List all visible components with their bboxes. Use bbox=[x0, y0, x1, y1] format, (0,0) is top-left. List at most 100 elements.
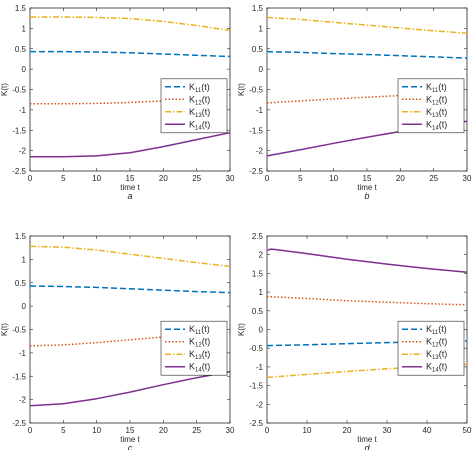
legend-label: K13(t) bbox=[189, 107, 210, 119]
x-tick-label: 30 bbox=[463, 174, 472, 183]
x-tick-label: 25 bbox=[192, 426, 201, 435]
legend: K11(t)K12(t)K13(t)K14(t) bbox=[160, 320, 228, 376]
y-tick-label: -2.5 bbox=[12, 167, 26, 176]
x-tick-label: 30 bbox=[226, 174, 235, 183]
x-tick-label: 5 bbox=[61, 174, 66, 183]
legend-label: K11(t) bbox=[189, 324, 210, 336]
y-tick-label: 0 bbox=[22, 65, 27, 74]
series-line-K13(t) bbox=[266, 363, 468, 379]
y-tick-label: -2.5 bbox=[249, 419, 263, 428]
x-tick-label: 50 bbox=[463, 426, 472, 435]
y-tick-label: -2 bbox=[19, 396, 27, 405]
legend-label: K13(t) bbox=[426, 107, 447, 119]
x-tick-label: 30 bbox=[383, 426, 392, 435]
y-tick-label: 2.5 bbox=[252, 232, 264, 241]
legend: K11(t)K12(t)K13(t)K14(t) bbox=[397, 320, 465, 376]
y-tick-label: 1 bbox=[259, 24, 264, 33]
x-tick-label: 25 bbox=[429, 174, 438, 183]
y-tick-label: -1 bbox=[19, 349, 27, 358]
x-tick-label: 5 bbox=[61, 426, 66, 435]
x-axis-label: time t bbox=[120, 435, 140, 444]
y-tick-label: -1 bbox=[19, 106, 27, 115]
y-tick-label: 0.5 bbox=[252, 45, 264, 54]
y-tick-label: -1.5 bbox=[249, 382, 263, 391]
x-axis-label: time t bbox=[120, 183, 140, 192]
series-line-K11(t) bbox=[30, 50, 231, 58]
x-axis-label: time t bbox=[357, 183, 377, 192]
x-tick-label: 20 bbox=[159, 174, 168, 183]
legend-label: K14(t) bbox=[189, 362, 210, 374]
legend: K11(t)K12(t)K13(t)K14(t) bbox=[397, 78, 465, 134]
y-tick-label: -0.5 bbox=[12, 86, 26, 95]
series-line-K14(t) bbox=[266, 248, 468, 274]
x-axis-label: time t bbox=[357, 435, 377, 444]
y-tick-label: 0 bbox=[259, 326, 264, 335]
panel-caption: b bbox=[364, 191, 369, 201]
y-tick-label: 1 bbox=[22, 255, 27, 264]
series-line-K11(t) bbox=[29, 285, 231, 294]
y-tick-label: 0.5 bbox=[252, 307, 264, 316]
chart-panel-d: 0 10 20 30 40 50 -2.5 -2 -1.5 -1 -0.5 0 0.5 1 1.5 2 2.5 t… bbox=[237, 232, 472, 450]
legend-label: K12(t) bbox=[189, 337, 210, 349]
chart-panel-b: 0 5 10 15 20 25 30 -2.5 -2 -1.5 -1 -0.5 0 0.5 1 1.5 time… bbox=[237, 4, 472, 201]
chart-panel-a: 0 5 10 15 20 25 30 -2.5 -2 -1.5 -1 -0.5 0 0.5 1 1.5 time… bbox=[0, 4, 235, 201]
x-tick-label: 10 bbox=[303, 426, 312, 435]
x-tick-label: 15 bbox=[126, 426, 135, 435]
legend-label: K12(t) bbox=[189, 94, 210, 106]
series-line-K13(t) bbox=[29, 245, 231, 268]
x-tick-label: 10 bbox=[92, 426, 101, 435]
legend-label: K13(t) bbox=[189, 349, 210, 361]
series-line-K14(t) bbox=[30, 131, 231, 158]
x-tick-label: 40 bbox=[423, 426, 432, 435]
legend-label: K11(t) bbox=[189, 82, 210, 94]
y-tick-label: -2.5 bbox=[249, 167, 263, 176]
legend-label: K13(t) bbox=[426, 349, 447, 361]
y-tick-label: 0 bbox=[259, 65, 264, 74]
y-tick-label: 1.5 bbox=[252, 4, 264, 13]
y-axis-label: K(t) bbox=[237, 83, 246, 96]
legend-label: K14(t) bbox=[189, 119, 210, 131]
legend-label: K12(t) bbox=[426, 94, 447, 106]
chart-panel-c: 0 5 10 15 20 25 30 -2.5 -2 -1.5 -1 -0.5 0 0.5 1 1.5 time… bbox=[0, 232, 235, 450]
x-tick-label: 20 bbox=[159, 426, 168, 435]
x-tick-label: 15 bbox=[363, 174, 372, 183]
y-tick-label: -0.5 bbox=[249, 86, 263, 95]
x-tick-label: 20 bbox=[343, 426, 352, 435]
x-tick-label: 5 bbox=[298, 174, 303, 183]
legend-box bbox=[160, 320, 228, 376]
y-axis-label: K(t) bbox=[237, 323, 246, 336]
x-tick-label: 10 bbox=[92, 174, 101, 183]
legend-label: K12(t) bbox=[426, 337, 447, 349]
panel-caption: a bbox=[127, 191, 132, 201]
panel-caption: d bbox=[364, 443, 370, 450]
y-tick-label: -2 bbox=[256, 147, 264, 156]
panel-caption: c bbox=[128, 443, 133, 450]
x-tick-label: 0 bbox=[265, 174, 270, 183]
legend-label: K14(t) bbox=[426, 119, 447, 131]
y-tick-label: -1.5 bbox=[12, 126, 26, 135]
y-tick-label: -2 bbox=[256, 400, 264, 409]
y-axis-label: K(t) bbox=[0, 83, 9, 96]
x-tick-label: 10 bbox=[329, 174, 338, 183]
y-tick-label: 0.5 bbox=[15, 279, 27, 288]
legend-label: K14(t) bbox=[426, 362, 447, 374]
x-tick-label: 30 bbox=[226, 426, 235, 435]
x-tick-label: 0 bbox=[28, 174, 33, 183]
legend-label: K11(t) bbox=[426, 82, 447, 94]
x-tick-label: 15 bbox=[126, 174, 135, 183]
legend-label: K11(t) bbox=[426, 324, 447, 336]
y-tick-label: -1 bbox=[256, 363, 264, 372]
y-tick-label: 1 bbox=[22, 24, 27, 33]
y-tick-label: 1.5 bbox=[15, 4, 27, 13]
y-tick-label: 2 bbox=[259, 251, 264, 260]
x-tick-label: 25 bbox=[192, 174, 201, 183]
y-tick-label: -2.5 bbox=[12, 419, 26, 428]
y-tick-label: 1 bbox=[259, 288, 264, 297]
y-tick-label: 0.5 bbox=[15, 45, 27, 54]
y-tick-label: 0 bbox=[22, 302, 27, 311]
y-tick-label: 1.5 bbox=[15, 232, 27, 241]
y-axis-label: K(t) bbox=[0, 323, 9, 336]
series-line-K13(t) bbox=[30, 16, 231, 32]
y-tick-label: -2 bbox=[19, 147, 27, 156]
